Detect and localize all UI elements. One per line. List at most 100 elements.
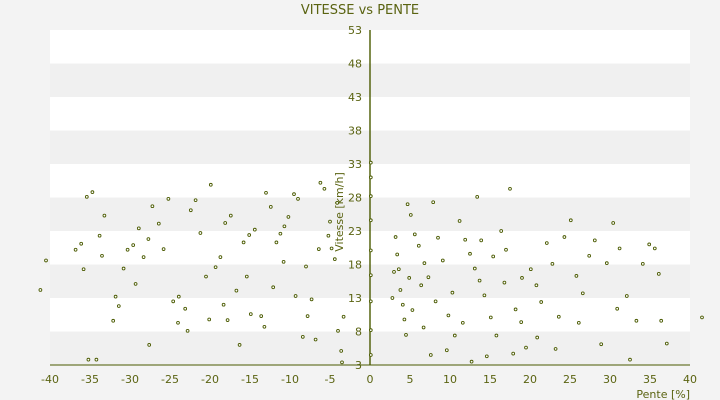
data-point bbox=[274, 240, 279, 245]
data-point bbox=[640, 261, 645, 266]
data-point bbox=[176, 320, 180, 325]
data-point bbox=[271, 285, 276, 290]
y-tick-label: 8 bbox=[355, 326, 362, 339]
y-tick-label: 33 bbox=[348, 158, 362, 171]
data-point bbox=[450, 290, 455, 295]
data-point bbox=[332, 257, 337, 261]
data-point bbox=[281, 259, 286, 264]
data-point bbox=[460, 320, 465, 325]
data-point bbox=[318, 180, 323, 185]
data-point bbox=[534, 283, 539, 288]
data-point bbox=[396, 267, 401, 272]
chart-title: VITESSE vs PENTE bbox=[301, 3, 419, 18]
data-point bbox=[316, 247, 321, 251]
data-point bbox=[576, 320, 581, 325]
x-tick-label: -5 bbox=[325, 373, 336, 386]
data-point bbox=[484, 354, 489, 359]
data-point bbox=[494, 333, 499, 338]
data-point bbox=[248, 312, 253, 316]
x-tick-labels: -40 -35 -30 -25 -20 -15 -10 -5 0 5 10 15 20 25 30 35 40 bbox=[41, 373, 697, 386]
data-point bbox=[624, 294, 629, 298]
data-point bbox=[428, 353, 433, 357]
x-tick-label: -10 bbox=[281, 373, 299, 386]
data-point bbox=[400, 302, 405, 307]
data-point bbox=[664, 341, 669, 346]
data-point bbox=[81, 267, 86, 272]
data-point bbox=[97, 233, 102, 238]
data-point bbox=[102, 213, 107, 218]
data-point bbox=[444, 348, 449, 353]
data-point bbox=[73, 247, 78, 252]
x-tick-label: 25 bbox=[563, 373, 577, 386]
x-tick-label: 0 bbox=[367, 373, 374, 386]
data-point bbox=[368, 175, 373, 180]
x-tick-label: -40 bbox=[41, 373, 59, 386]
x-tick-label: -35 bbox=[81, 373, 99, 386]
data-point bbox=[234, 288, 239, 293]
data-point bbox=[278, 231, 283, 236]
data-point bbox=[562, 235, 567, 239]
data-point bbox=[511, 351, 516, 356]
data-point bbox=[392, 270, 396, 274]
data-point bbox=[422, 261, 427, 266]
data-point bbox=[262, 324, 267, 329]
data-point bbox=[452, 333, 457, 338]
x-tick-label: 35 bbox=[643, 373, 657, 386]
data-point bbox=[313, 337, 318, 342]
data-point bbox=[550, 261, 555, 266]
data-point bbox=[339, 349, 344, 353]
data-point bbox=[368, 160, 373, 165]
data-point bbox=[247, 233, 252, 237]
data-point bbox=[304, 264, 308, 269]
data-point bbox=[568, 218, 573, 223]
x-tick-label: 10 bbox=[443, 373, 457, 386]
data-point bbox=[161, 247, 166, 251]
data-point bbox=[292, 192, 296, 196]
y-tick-label: 23 bbox=[348, 225, 362, 238]
data-point bbox=[90, 190, 95, 194]
data-point bbox=[244, 274, 249, 279]
data-point bbox=[472, 266, 477, 271]
data-point bbox=[146, 237, 151, 241]
data-point bbox=[446, 313, 451, 318]
data-point bbox=[553, 347, 558, 351]
data-point bbox=[502, 280, 507, 285]
data-point bbox=[393, 235, 398, 239]
data-point bbox=[368, 218, 373, 223]
x-axis-label: Pente [%] bbox=[636, 388, 690, 400]
x-tick-label: -30 bbox=[121, 373, 139, 386]
data-point bbox=[252, 227, 257, 232]
y-tick-labels: 38131823283338434853 bbox=[348, 24, 362, 372]
data-point bbox=[426, 275, 431, 280]
data-point bbox=[147, 343, 152, 347]
data-point bbox=[407, 276, 412, 280]
data-point bbox=[326, 233, 331, 238]
data-point bbox=[188, 208, 193, 213]
data-point bbox=[300, 335, 305, 339]
data-point bbox=[520, 276, 524, 280]
data-point bbox=[436, 235, 440, 240]
data-point bbox=[94, 357, 99, 362]
data-point bbox=[221, 302, 226, 307]
data-point bbox=[322, 186, 327, 191]
x-tick-label: -25 bbox=[161, 373, 179, 386]
data-point bbox=[259, 314, 264, 318]
data-point bbox=[504, 247, 508, 252]
data-point bbox=[433, 299, 438, 304]
data-point bbox=[141, 255, 146, 259]
data-point bbox=[408, 213, 413, 217]
x-tick-label: 30 bbox=[603, 373, 617, 386]
data-point bbox=[111, 318, 116, 323]
data-point bbox=[479, 238, 484, 243]
data-point bbox=[539, 300, 544, 304]
data-point bbox=[79, 241, 84, 246]
data-point bbox=[241, 240, 246, 245]
y-tick-label: 48 bbox=[348, 58, 362, 71]
data-point bbox=[156, 221, 161, 226]
data-point bbox=[592, 238, 597, 243]
x-tick-label: -15 bbox=[241, 373, 259, 386]
data-point bbox=[100, 253, 104, 258]
y-tick-label: 43 bbox=[348, 91, 362, 104]
data-point bbox=[166, 196, 171, 201]
